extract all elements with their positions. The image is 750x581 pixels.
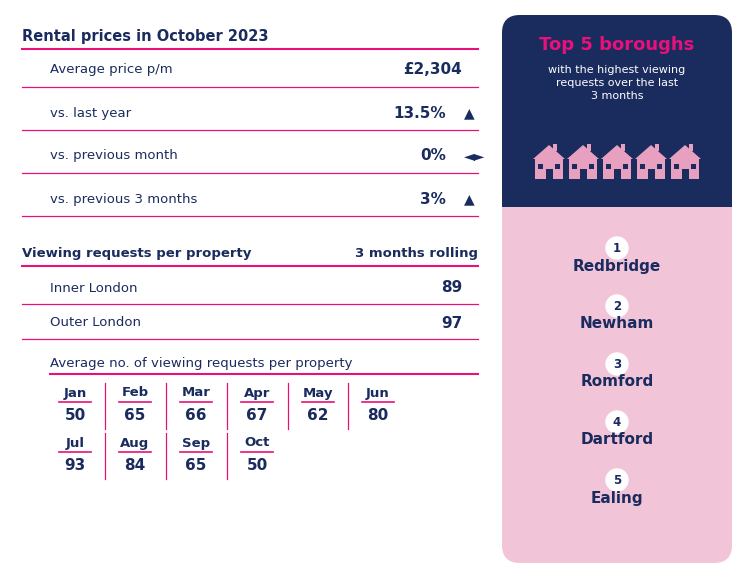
Bar — [623, 164, 628, 169]
Text: 80: 80 — [368, 408, 388, 424]
Bar — [502, 207, 732, 225]
Text: 1: 1 — [613, 242, 621, 254]
Circle shape — [606, 295, 628, 317]
Bar — [606, 164, 611, 169]
FancyBboxPatch shape — [502, 15, 732, 563]
Text: Jul: Jul — [65, 436, 85, 450]
FancyBboxPatch shape — [502, 15, 732, 225]
Bar — [555, 164, 560, 169]
Text: 50: 50 — [64, 408, 86, 424]
Bar — [587, 144, 591, 151]
Text: 62: 62 — [308, 408, 328, 424]
Text: Romford: Romford — [580, 375, 653, 389]
Bar — [682, 169, 688, 179]
Text: 3%: 3% — [420, 192, 446, 206]
Text: Inner London: Inner London — [50, 282, 137, 295]
Text: vs. previous 3 months: vs. previous 3 months — [50, 192, 197, 206]
Text: Oct: Oct — [244, 436, 270, 450]
Text: 3 months rolling: 3 months rolling — [355, 246, 478, 260]
Text: 3: 3 — [613, 357, 621, 371]
Text: 93: 93 — [64, 458, 86, 474]
Polygon shape — [635, 145, 667, 159]
Text: 2: 2 — [613, 299, 621, 313]
Polygon shape — [533, 145, 565, 159]
Text: Apr: Apr — [244, 386, 270, 400]
Bar — [671, 159, 699, 179]
Text: with the highest viewing
requests over the last
3 months: with the highest viewing requests over t… — [548, 65, 686, 101]
Text: Feb: Feb — [122, 386, 148, 400]
Text: Sep: Sep — [182, 436, 210, 450]
Text: Aug: Aug — [120, 436, 149, 450]
Text: ▲: ▲ — [464, 106, 475, 120]
Text: Average price p/m: Average price p/m — [50, 63, 172, 77]
Bar — [657, 164, 662, 169]
Bar — [621, 144, 626, 151]
Bar — [647, 169, 655, 179]
Bar — [656, 144, 659, 151]
Text: 67: 67 — [246, 408, 268, 424]
Text: Mar: Mar — [182, 386, 211, 400]
Bar — [554, 144, 557, 151]
Bar — [572, 164, 577, 169]
Text: vs. previous month: vs. previous month — [50, 149, 178, 163]
Text: 84: 84 — [124, 458, 146, 474]
Bar — [538, 164, 543, 169]
Bar — [614, 169, 620, 179]
Text: Viewing requests per property: Viewing requests per property — [22, 246, 251, 260]
Text: 13.5%: 13.5% — [393, 106, 446, 120]
Bar — [545, 169, 553, 179]
Text: £2,304: £2,304 — [404, 63, 462, 77]
Bar — [535, 159, 563, 179]
Polygon shape — [601, 145, 633, 159]
Text: Jan: Jan — [63, 386, 86, 400]
Text: Redbridge: Redbridge — [573, 259, 662, 274]
Text: May: May — [303, 386, 333, 400]
Bar — [640, 164, 645, 169]
Text: 4: 4 — [613, 415, 621, 429]
Text: 89: 89 — [441, 281, 462, 296]
Text: 0%: 0% — [420, 149, 446, 163]
Text: 66: 66 — [185, 408, 207, 424]
Text: Rental prices in October 2023: Rental prices in October 2023 — [22, 28, 268, 44]
Text: 50: 50 — [246, 458, 268, 474]
Bar — [502, 207, 732, 225]
Circle shape — [606, 469, 628, 491]
Text: Jun: Jun — [366, 386, 390, 400]
Polygon shape — [567, 145, 599, 159]
Bar — [691, 164, 696, 169]
Circle shape — [606, 411, 628, 433]
Bar — [637, 159, 665, 179]
Text: Newham: Newham — [580, 317, 654, 332]
Text: Top 5 boroughs: Top 5 boroughs — [539, 36, 694, 54]
Bar — [589, 164, 594, 169]
Bar — [580, 169, 586, 179]
Text: 65: 65 — [124, 408, 146, 424]
Bar — [689, 144, 693, 151]
Circle shape — [606, 353, 628, 375]
Circle shape — [606, 237, 628, 259]
Text: 5: 5 — [613, 474, 621, 486]
Text: Average no. of viewing requests per property: Average no. of viewing requests per prop… — [50, 357, 352, 370]
Text: ◄►: ◄► — [464, 149, 485, 163]
Text: Ealing: Ealing — [591, 490, 644, 505]
Text: Outer London: Outer London — [50, 317, 141, 329]
Bar — [674, 164, 679, 169]
Polygon shape — [669, 145, 701, 159]
Text: ▲: ▲ — [464, 192, 475, 206]
Text: 97: 97 — [441, 315, 462, 331]
Text: vs. last year: vs. last year — [50, 106, 131, 120]
Text: 65: 65 — [185, 458, 207, 474]
Bar — [569, 159, 597, 179]
Bar — [603, 159, 631, 179]
Text: Dartford: Dartford — [580, 432, 653, 447]
